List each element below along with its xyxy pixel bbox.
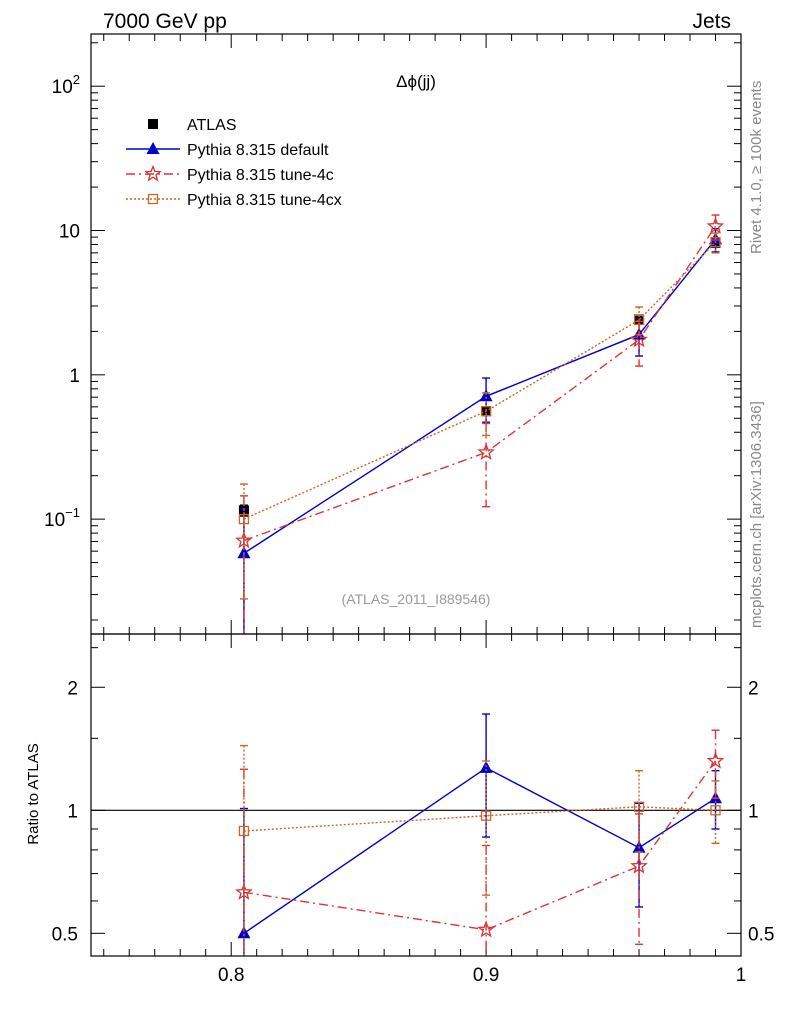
data-point-tune4cx-ratio [710, 805, 721, 816]
data-point-tune4c-ratio [706, 751, 725, 769]
data-point-tune4c [630, 330, 648, 348]
legend-marker-default [146, 142, 160, 154]
legend-marker-tune4c [144, 164, 162, 182]
data-point-tune4cx-ratio [633, 801, 645, 812]
ratio-tick-label-right: 2 [748, 678, 759, 699]
series-line-tune4cx-ratio [243, 806, 716, 832]
data-point-tune4c [477, 443, 495, 460]
series-line-default-ratio [243, 767, 716, 934]
side-mcplots-label: mcplots.cern.ch [arXiv:1306.3436] [748, 401, 765, 628]
series-line-default [243, 238, 717, 554]
ratio-tick-label: 0.5 [52, 924, 78, 945]
series-line-tune4c [243, 225, 717, 542]
data-point-tune4c [706, 217, 725, 234]
data-point-tune4cx [238, 513, 250, 525]
legend-marker-tune4cx [147, 193, 159, 205]
legend-label-default: Pythia 8.315 default [187, 142, 329, 159]
data-point-tune4c-ratio [630, 856, 648, 874]
lower-frame [90, 633, 742, 957]
x-tick-label: 1 [736, 965, 747, 986]
x-tick-label: 0.8 [218, 965, 244, 986]
data-point-default-ratio [237, 926, 251, 939]
y-tick-label: 1 [69, 366, 80, 387]
y-tick-label: 10 [59, 222, 80, 243]
series-line-tune4cx [243, 241, 716, 520]
plot-title: Δϕ(jj) [396, 72, 436, 91]
y-tick-label: 102 [52, 72, 80, 98]
ratio-tick-label-right: 1 [748, 801, 759, 822]
data-point-default [479, 389, 493, 402]
header-left: 7000 GeV pp [103, 10, 227, 33]
data-point-tune4cx [633, 314, 645, 326]
series-line-tune4c-ratio [243, 760, 717, 931]
data-point-tune4c-ratio [477, 920, 495, 938]
data-point-tune4cx [710, 237, 721, 248]
legend-label-atlas: ATLAS [187, 117, 237, 134]
series-tune4c [235, 214, 725, 956]
ratio-tick-label-right: 0.5 [748, 924, 774, 945]
ratio-axis-label: Ratio to ATLAS [25, 743, 42, 844]
legend-item-tune4cx: Pythia 8.315 tune-4cx [126, 192, 342, 209]
header-right: Jets [692, 10, 731, 33]
series-tune4cx [238, 232, 721, 956]
legend-item-tune4c: Pythia 8.315 tune-4c [126, 164, 334, 184]
legend-item-atlas: ATLAS [148, 117, 237, 134]
data-point-tune4c [235, 531, 253, 549]
data-point-tune4cx-ratio [480, 810, 492, 821]
ratio-tick-label: 1 [67, 801, 78, 822]
legend-marker-atlas [148, 119, 158, 129]
series-atlas [238, 237, 721, 517]
legend-item-default: Pythia 8.315 default [126, 142, 329, 159]
legend-label-tune4c: Pythia 8.315 tune-4c [187, 167, 334, 184]
y-tick-label: 10−1 [44, 505, 80, 531]
data-point-tune4cx-ratio [238, 825, 250, 837]
x-tick-label: 0.9 [473, 965, 499, 986]
data-point-tune4cx [480, 406, 492, 417]
ratio-tick-label: 2 [67, 678, 78, 699]
legend-label-tune4cx: Pythia 8.315 tune-4cx [187, 192, 342, 209]
watermark: (ATLAS_2011_I889546) [342, 591, 491, 607]
side-rivet-label: Rivet 4.1.0, ≥ 100k events [748, 81, 765, 254]
